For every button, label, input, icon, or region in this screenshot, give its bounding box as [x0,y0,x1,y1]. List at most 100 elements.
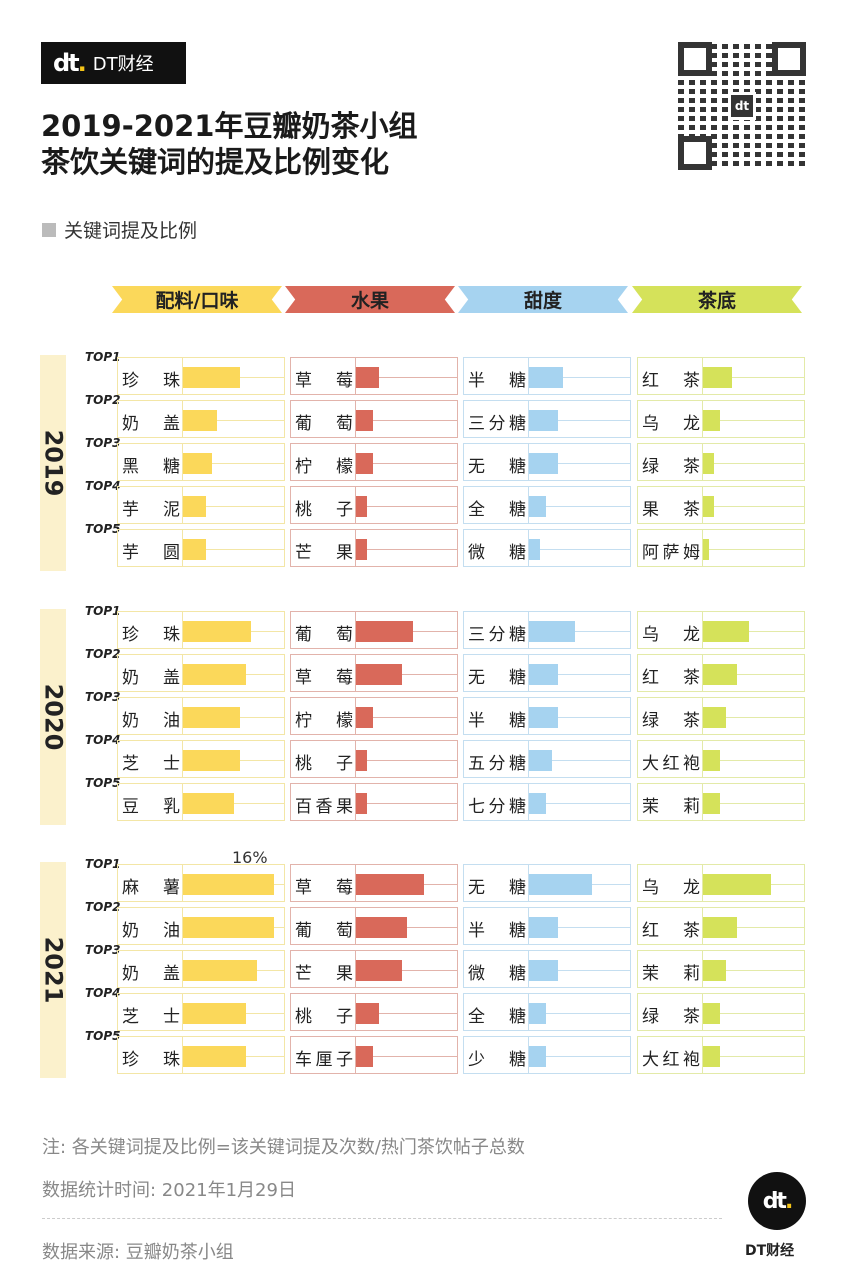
row-divider [355,698,356,734]
data-date: 数据统计时间: 2021年1月29日 [42,1180,296,1201]
bar [356,367,379,388]
keyword-row: 葡萄 [290,611,458,649]
keyword-label: 百香果 [295,797,353,817]
bar [703,1046,721,1067]
bar [183,496,206,517]
rank-label: TOP2 [85,647,121,661]
row-divider [702,487,703,523]
baseline [528,506,630,507]
year-label: 2019 [39,355,67,571]
row-divider [355,444,356,480]
keyword-row: 果茶 [637,486,805,524]
baseline [182,463,284,464]
row-divider [702,530,703,566]
row-divider [182,784,183,820]
row-divider [182,487,183,523]
baseline [355,463,457,464]
keyword-row: 全糖 [463,993,631,1031]
keyword-row: 草莓 [290,864,458,902]
qr-code[interactable]: dt [678,42,806,170]
keyword-row: 阿萨姆 [637,529,805,567]
baseline [528,1056,630,1057]
keyword-label: 黑糖 [122,457,180,477]
keyword-label: 桃子 [295,1007,353,1027]
logo-mark: dt. [53,49,87,77]
year-text: 2020 [39,683,68,751]
row-divider [355,865,356,901]
brand-logo: dt. DT财经 [41,42,186,84]
row-divider [702,612,703,648]
bar [183,410,218,431]
keyword-row: 奶盖 [117,654,285,692]
keyword-row: 半糖 [463,357,631,395]
keyword-row: 红茶 [637,907,805,945]
rank-label: TOP1 [85,857,121,871]
row-divider [355,784,356,820]
bar [703,367,732,388]
bar [529,496,547,517]
keyword-row: 全糖 [463,486,631,524]
row-divider [528,865,529,901]
bar [703,410,721,431]
keyword-label: 微糖 [468,543,526,563]
keyword-row: 奶油 [117,697,285,735]
keyword-row: 柠檬 [290,697,458,735]
bar [356,874,425,895]
keyword-label: 芒果 [295,964,353,984]
baseline [528,377,630,378]
bar [529,410,558,431]
row-divider [702,994,703,1030]
keyword-label: 芝士 [122,1007,180,1027]
bar [183,664,246,685]
row-divider [355,908,356,944]
row-divider [702,1037,703,1073]
qr-logo-icon: dt [728,92,756,120]
keyword-row: 三分糖 [463,400,631,438]
footer-logo: dt. [748,1172,806,1230]
baseline [355,420,457,421]
row-divider [182,530,183,566]
baseline [702,970,804,971]
row-divider [702,908,703,944]
row-divider [528,612,529,648]
keyword-row: 奶盖 [117,950,285,988]
bar [529,1046,547,1067]
keyword-label: 珍珠 [122,1050,180,1070]
row-divider [528,698,529,734]
keyword-row: 无糖 [463,864,631,902]
row-divider [702,444,703,480]
bar [183,917,275,938]
baseline [702,1013,804,1014]
row-divider [355,994,356,1030]
row-divider [528,530,529,566]
keyword-label: 奶盖 [122,668,180,688]
keyword-label: 半糖 [468,711,526,731]
bar [356,539,368,560]
keyword-row: 芋圆 [117,529,285,567]
keyword-row: 百香果 [290,783,458,821]
row-divider [182,612,183,648]
row-divider [528,487,529,523]
bar [183,874,275,895]
keyword-label: 葡萄 [295,921,353,941]
keyword-row: 麻薯 [117,864,285,902]
baseline [702,803,804,804]
bar [529,621,575,642]
keyword-label: 三分糖 [468,414,526,434]
baseline [182,549,284,550]
row-divider [702,741,703,777]
keyword-label: 红茶 [642,921,700,941]
annotation-16pct: 16% [232,848,268,867]
bar [703,621,749,642]
bar [356,496,368,517]
rank-label: TOP3 [85,436,121,450]
rank-label: TOP2 [85,900,121,914]
keyword-label: 车厘子 [295,1050,353,1070]
baseline [528,927,630,928]
bar [356,793,368,814]
row-divider [182,994,183,1030]
bar [703,664,738,685]
baseline [355,970,457,971]
keyword-label: 芋圆 [122,543,180,563]
baseline [355,377,457,378]
